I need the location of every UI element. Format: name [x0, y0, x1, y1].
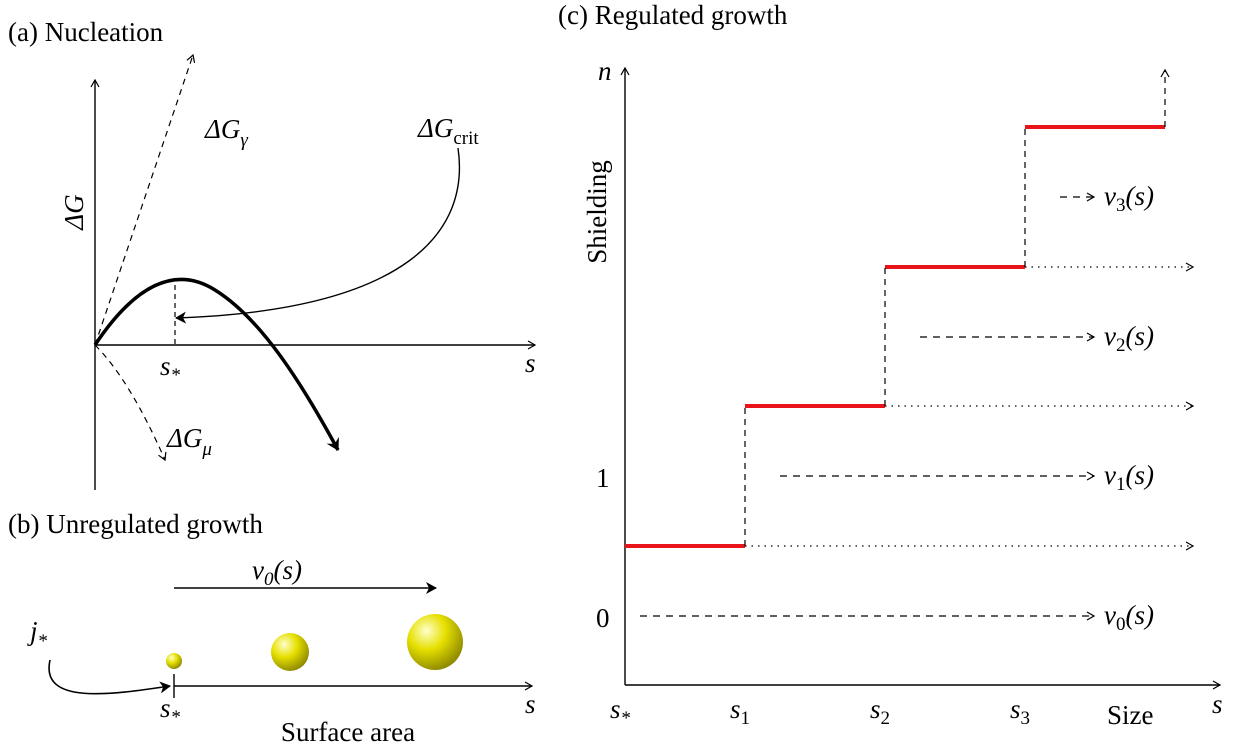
- dg-gamma-label: ΔGγ: [204, 114, 248, 151]
- dg-gamma-line: [94, 53, 196, 346]
- panel-c-title: (c) Regulated growth: [558, 0, 788, 30]
- x-tick-s-star: s*: [610, 694, 631, 729]
- flux-arrow: [48, 659, 171, 695]
- dg-mu-curve: [94, 344, 167, 462]
- nucleus-large: [407, 614, 463, 670]
- panel-a-s-star: s*: [160, 351, 181, 386]
- y-tick-1: 1: [596, 463, 610, 493]
- panel-b-title: (b) Unregulated growth: [8, 509, 263, 539]
- dg-total-curve: [93, 277, 340, 451]
- panel-c-y-label: Shielding: [582, 160, 612, 264]
- panel-c-x-label: s: [1212, 689, 1223, 719]
- panel-a-title: (a) Nucleation: [8, 17, 164, 47]
- panel-a-y-label: ΔG: [59, 194, 89, 230]
- panel-b-s-star: s*: [160, 693, 181, 728]
- x-tick-s3: s3: [1010, 694, 1030, 729]
- v0-label: v0(s): [252, 555, 302, 590]
- y-tick-0: 0: [596, 603, 610, 633]
- dg-crit-label: ΔGcrit: [417, 113, 479, 149]
- panel-a-x-label: s: [525, 348, 536, 378]
- panel-b-x-caption: Surface area: [281, 717, 415, 747]
- v1-c-label: v1(s): [1104, 460, 1154, 495]
- v0-c-label: v0(s): [1104, 600, 1154, 635]
- x-tick-s1: s1: [730, 694, 750, 729]
- nucleus-medium: [271, 633, 309, 671]
- panel-c-y-top: n: [598, 56, 612, 86]
- panel-c-x-caption: Size: [1107, 700, 1154, 730]
- panel-c: (c) Regulated growth n Shielding 0 1 s* …: [558, 0, 1223, 730]
- nucleus-small: [166, 653, 182, 669]
- panel-b-x-label: s: [525, 689, 536, 719]
- dg-crit-arrow: [175, 147, 461, 324]
- panel-b: (b) Unregulated growth v0(s) s s* Surfac…: [8, 509, 536, 747]
- v3-c-label: v3(s): [1104, 181, 1154, 216]
- x-tick-s2: s2: [870, 694, 890, 729]
- v2-c-label: v2(s): [1104, 321, 1154, 356]
- panel-a: (a) Nucleation ΔG s ΔGγ ΔGμ s* ΔGcrit: [8, 17, 537, 490]
- flux-label: j*: [27, 616, 48, 652]
- dg-mu-label: ΔGμ: [166, 423, 212, 460]
